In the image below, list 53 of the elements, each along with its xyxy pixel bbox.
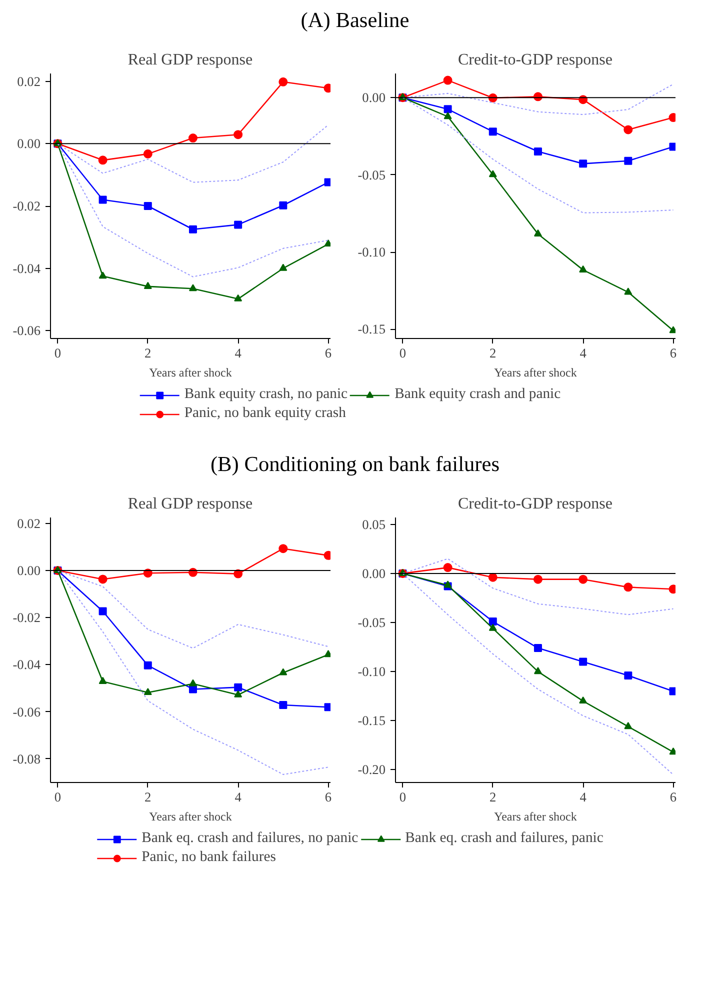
y-tick-label: -0.06 [12,704,41,720]
chart-title: Real GDP response [128,52,253,68]
x-tick-label: 6 [324,790,332,804]
x-tick-label: 6 [324,346,332,360]
y-tick-label: -0.06 [12,323,41,338]
text: (A) Baseline [300,7,410,34]
x-tick-label: 4 [580,790,587,804]
y-tick-label: 0.05 [362,516,386,532]
y-tick-label: 0.00 [362,566,386,581]
y-tick-label: -0.05 [358,615,386,630]
y-tick-label: -0.04 [12,657,41,672]
x-tick-label: 6 [670,790,677,804]
y-tick-label: 0.00 [17,136,41,152]
y-tick-label: -0.10 [358,244,386,260]
legend-label: Bank equity crash, no panic [184,386,348,403]
chart-title: Real GDP response [128,496,253,512]
x-tick-label: 2 [144,346,152,360]
legend-label: Panic, no bank failures [142,849,276,866]
legend-label: Bank eq. crash and failures, panic [405,830,604,847]
y-tick-label: -0.10 [358,664,386,680]
y-tick-label: 0.00 [362,90,386,106]
x-tick-label: 0 [399,346,406,360]
legend-label: Bank eq. crash and failures, no panic [142,830,358,847]
x-tick-label: 4 [234,790,242,804]
y-tick-label: -0.02 [12,198,41,214]
x-axis-title: Years after shock [494,366,577,380]
y-tick-label: 0.02 [17,516,41,531]
y-tick-label: -0.15 [358,713,386,728]
x-axis-title: Years after shock [149,810,232,824]
x-tick-label: 0 [54,346,62,360]
y-tick-label: -0.02 [12,610,41,626]
y-tick-label: -0.05 [358,167,386,182]
x-tick-label: 0 [54,790,62,804]
x-tick-label: 4 [580,346,587,360]
y-tick-label: -0.08 [12,751,41,766]
y-tick-label: -0.20 [358,762,386,778]
x-tick-label: 4 [234,346,242,360]
legend-label: Panic, no bank equity crash [184,405,346,422]
x-axis-title: Years after shock [494,810,577,824]
y-tick-label: -0.04 [12,260,41,276]
text: (B) Conditioning on bank failures [210,451,500,478]
y-tick-label: -0.15 [358,322,386,337]
chart-title: Credit-to-GDP response [458,52,612,68]
x-axis-title: Years after shock [149,366,232,380]
x-tick-label: 2 [490,346,496,360]
y-tick-label: 0.02 [17,74,41,89]
legend-label: Bank equity crash and panic [394,386,561,403]
x-tick-label: 2 [144,790,152,804]
chart-title: Credit-to-GDP response [458,496,612,512]
y-tick-label: 0.00 [17,563,41,578]
x-tick-label: 2 [490,790,496,804]
x-tick-label: 6 [670,346,677,360]
x-tick-label: 0 [399,790,406,804]
